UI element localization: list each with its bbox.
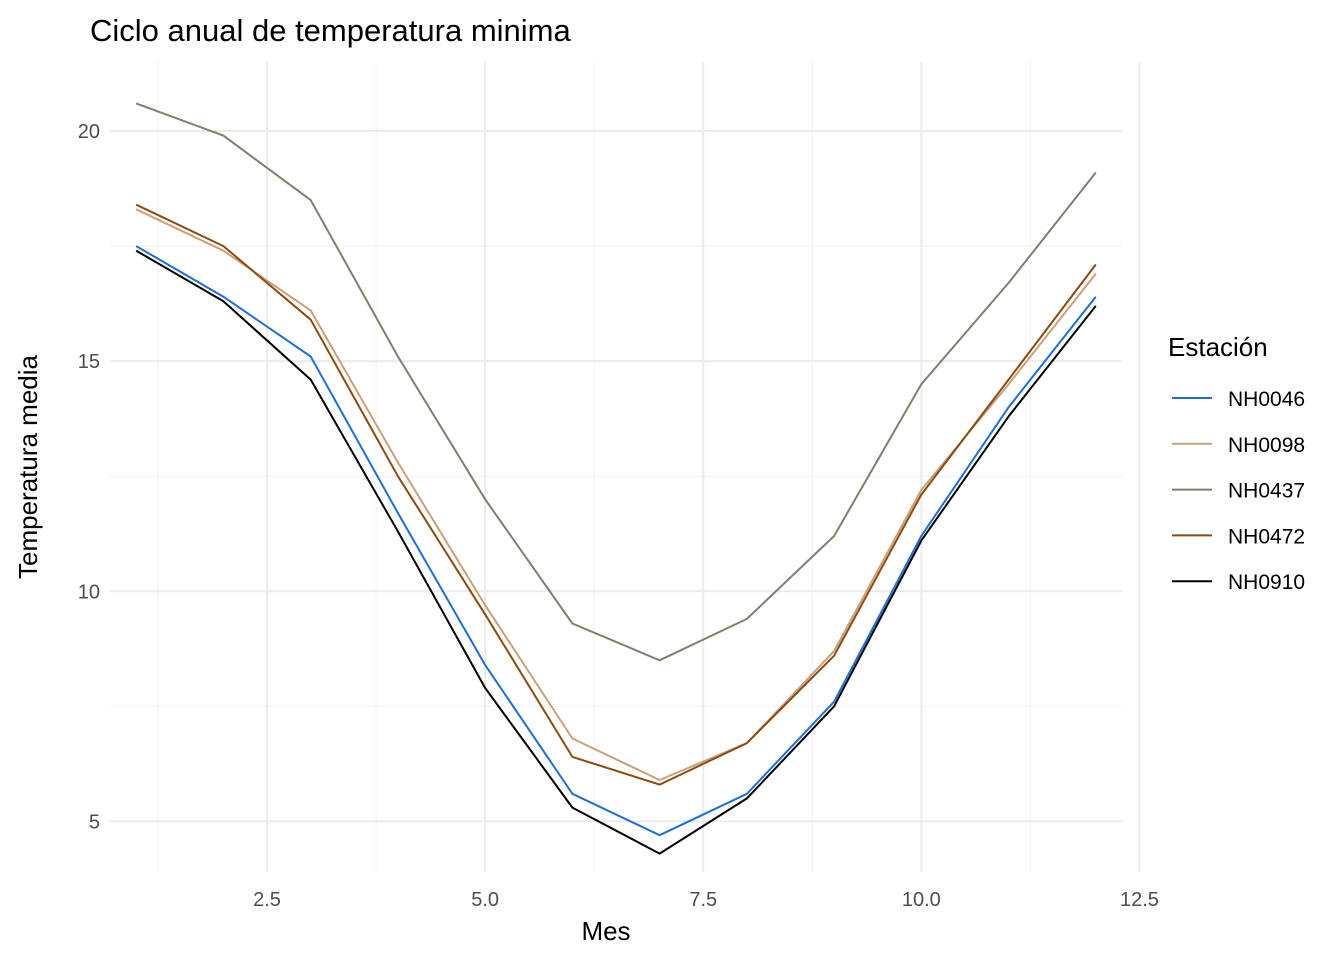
y-axis-title: Temperatura media — [13, 354, 43, 579]
y-tick-label: 10 — [78, 581, 100, 603]
legend-label-nh0910: NH0910 — [1228, 571, 1305, 594]
plot-grid — [110, 62, 1141, 872]
legend-label-nh0472: NH0472 — [1228, 525, 1305, 548]
series-line-nh0472 — [135, 203, 1097, 786]
series-lines — [135, 102, 1097, 855]
series-line-nh0437 — [135, 102, 1097, 662]
legend-label-nh0437: NH0437 — [1228, 480, 1305, 503]
legend: Estación NH0046 NH0098 NH0437 NH0472 NH0910 — [1168, 332, 1305, 594]
x-tick-label: 12.5 — [1120, 889, 1159, 911]
x-tick-label: 2.5 — [253, 889, 281, 911]
chart-title: Ciclo anual de temperatura minima — [90, 13, 571, 48]
x-axis-title: Mes — [581, 916, 630, 946]
series-line-nh0910 — [135, 249, 1097, 855]
y-tick-label: 20 — [78, 121, 100, 143]
series-line-nh0046 — [135, 245, 1097, 837]
y-tick-label: 15 — [78, 351, 100, 373]
x-tick-label: 7.5 — [689, 889, 717, 911]
legend-label-nh0098: NH0098 — [1228, 434, 1305, 457]
legend-label-nh0046: NH0046 — [1228, 388, 1305, 411]
x-tick-label: 10.0 — [902, 889, 941, 911]
y-tick-label: 5 — [89, 811, 100, 833]
x-tick-label: 5.0 — [471, 889, 499, 911]
series-line-nh0098 — [135, 208, 1097, 781]
axis-ticks: 2.5 5.0 7.5 10.0 12.5 5 10 15 20 — [78, 121, 1159, 911]
legend-title: Estación — [1168, 332, 1268, 362]
